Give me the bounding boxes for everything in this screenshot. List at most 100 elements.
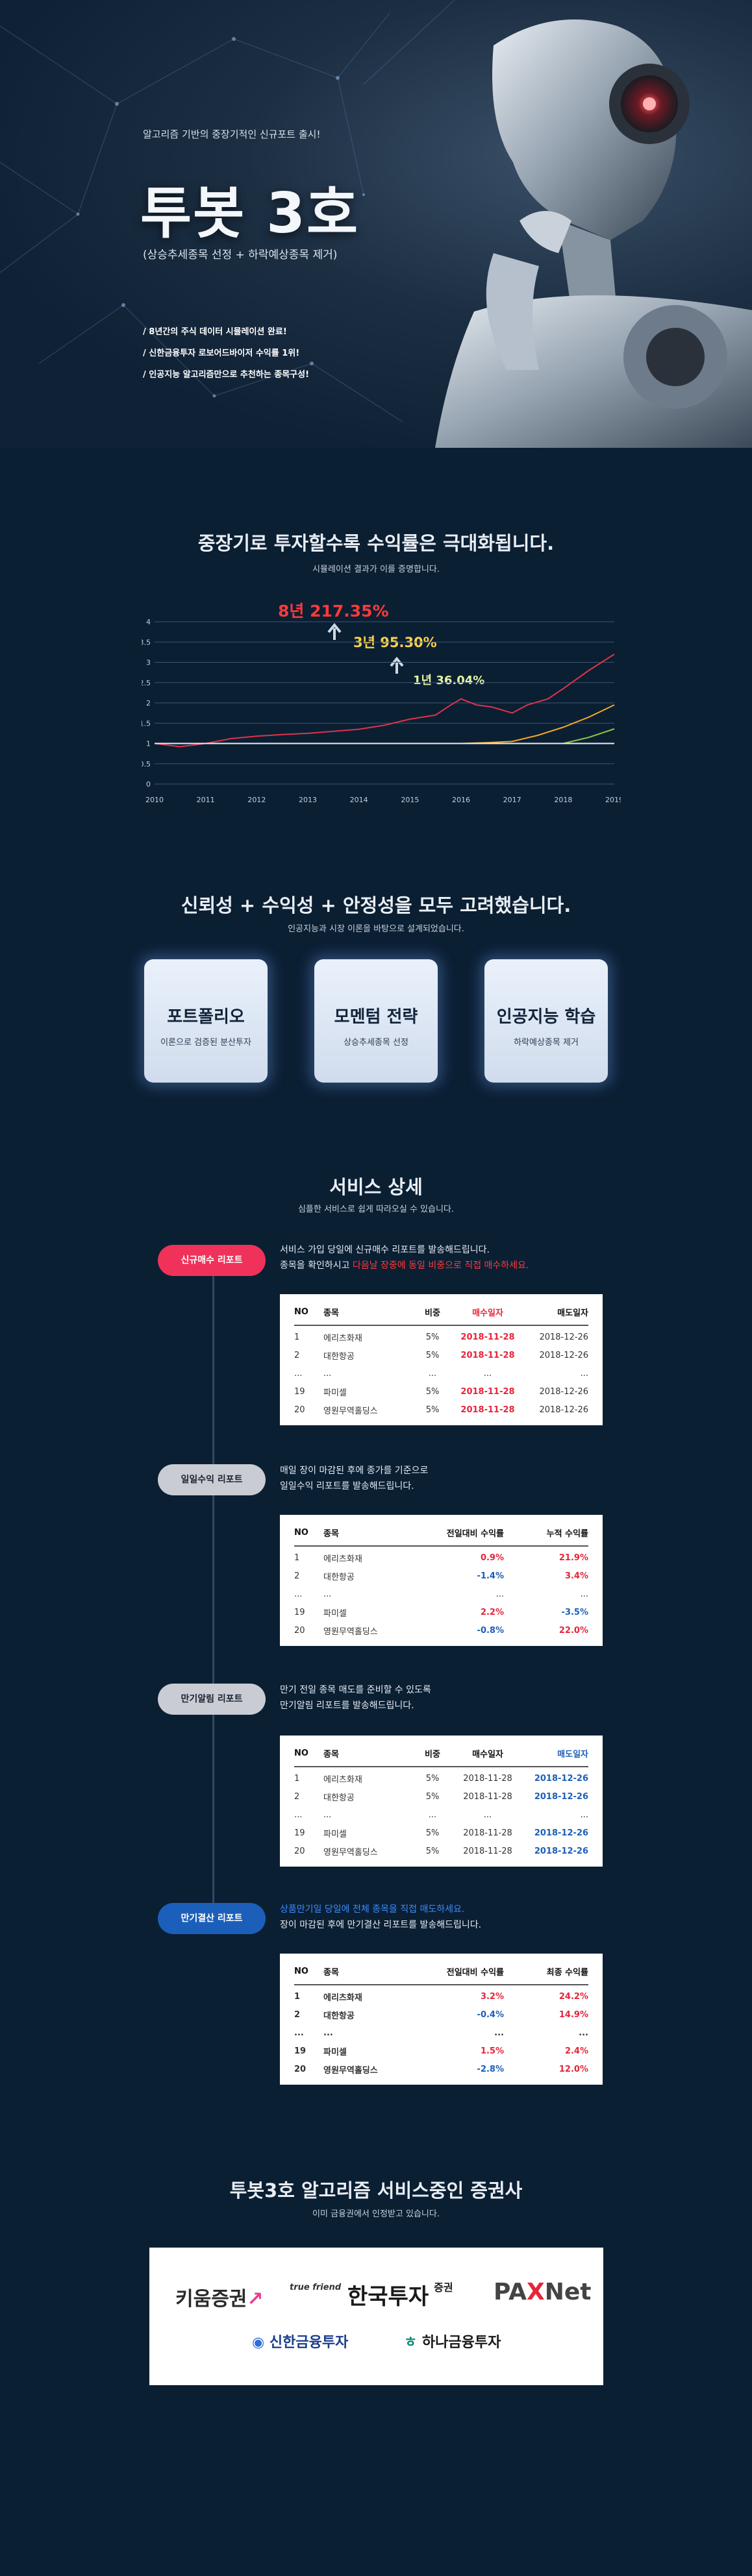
table-row: 1 에리츠화재 3.2% 24.2% (294, 1992, 588, 2003)
table-row: 19 파미셀 2.2% -3.5% (294, 1607, 588, 1619)
table-row: 2 대한항공 -0.4% 14.9% (294, 2009, 588, 2021)
table-header: NO 종목 전일대비 수익률 최종 수익률 (294, 1961, 588, 1985)
series-line (563, 728, 615, 744)
card-title: 인공지능 학습 (496, 1007, 596, 1027)
table-row: 19 파미셀 5% 2018-11-28 2018-12-26 (294, 1828, 588, 1839)
hero-bullet: / 신한금융투자 로보어드바이저 수익률 1위! (143, 349, 300, 358)
paxnet-logo: PAXNet (494, 2279, 592, 2305)
x-tick-label: 2018 (554, 796, 572, 804)
table-row: 20 영원무역홀딩스 -0.8% 22.0% (294, 1625, 588, 1637)
table-header: NO 종목 전일대비 수익률 누적 수익률 (294, 1523, 588, 1547)
step-description: 만기 전일 종목 매도를 준비할 수 있도록 만기알림 리포트를 발송해드립니다… (280, 1685, 431, 1711)
y-tick-label: 3 (146, 659, 151, 667)
step-description: 매일 장이 마감된 후에 종가를 기준으로 일일수익 리포트를 발송해드립니다. (280, 1466, 429, 1491)
x-tick-label: 2015 (401, 796, 419, 804)
table-header: NO 종목 비중 매수일자 매도일자 (294, 1743, 588, 1767)
y-tick-label: 2 (146, 699, 151, 707)
table-row: ............ (294, 1589, 588, 1599)
step-pill-new-buy: 신규매수 리포트 (158, 1245, 266, 1276)
card-title: 포트폴리오 (167, 1007, 245, 1027)
hero-bullet: / 인공지능 알고리즘만으로 추천하는 종목구성! (143, 370, 310, 380)
y-tick-label: 3.5 (142, 638, 151, 646)
y-tick-label: 0.5 (142, 760, 151, 768)
card-desc: 이론으로 검증된 분산투자 (160, 1038, 251, 1048)
card-desc: 하락예상종목 제거 (514, 1038, 579, 1048)
x-tick-label: 2019 (605, 796, 621, 804)
service-subtitle: 심플한 서비스로 쉽게 따라오실 수 있습니다. (297, 1205, 455, 1214)
returns-subtitle: 시뮬레이션 결과가 이를 증명합니다. (312, 565, 440, 574)
step-pill-final-settlement: 만기결산 리포트 (158, 1903, 266, 1934)
hankook-logo: 한국투자 증권 (347, 2281, 453, 2310)
table-row: 2 대한항공 5% 2018-11-28 2018-12-26 (294, 1791, 588, 1803)
table-row: 20 영원무역홀딩스 -2.8% 12.0% (294, 2064, 588, 2076)
y-tick-label: 2.5 (142, 679, 151, 687)
x-tick-label: 2010 (145, 796, 164, 804)
table-row: ............ (294, 2028, 588, 2038)
arrow-icon: ↗ (247, 2288, 264, 2311)
hero-banner: 알고리즘 기반의 중장기적인 신규포트 출시! 투봇 3호 (상승추세종목 선정… (0, 0, 752, 448)
table-row: ............... (294, 1368, 588, 1379)
step-description: 상품만기일 당일에 전체 종목을 직접 매도하세요. 장이 마감된 후에 만기결… (280, 1904, 482, 1930)
y-tick-label: 0 (146, 780, 151, 789)
label-8y: 8년 217.35% (278, 602, 389, 620)
service-timeline (212, 1253, 214, 1928)
card-title: 모멘텀 전략 (334, 1007, 418, 1027)
x-tick-label: 2016 (452, 796, 470, 804)
table-row: 1 에리츠화재 5% 2018-11-28 2018-12-26 (294, 1774, 588, 1785)
card-desc: 상승추세종목 선정 (344, 1038, 408, 1048)
hero-subtitle: 알고리즘 기반의 중장기적인 신규포트 출시! (143, 129, 321, 140)
series-line (460, 704, 615, 744)
step-pill-daily: 일일수익 리포트 (158, 1464, 266, 1495)
hero-bullet: / 8년간의 주식 데이터 시뮬레이션 완료! (143, 327, 287, 337)
returns-title: 중장기로 투자할수록 수익률은 극대화됩니다. (197, 532, 555, 554)
report-table-new-buy: NO 종목 비중 매수일자 매도일자 1 에리츠화재 5% 2018-11-28 201… (280, 1294, 603, 1425)
partners-title: 투봇3호 알고리즘 서비스중인 증권사 (229, 2179, 523, 2202)
table-row: 20 영원무역홀딩스 5% 2018-11-28 2018-12-26 (294, 1405, 588, 1416)
x-tick-label: 2011 (197, 796, 215, 804)
y-tick-label: 1 (146, 740, 151, 748)
robot-illustration (435, 19, 752, 448)
service-title: 서비스 상세 (329, 1176, 423, 1198)
hero-bullet-list: / 8년간의 주식 데이터 시뮬레이션 완료! / 신한금융투자 로보어드바이저… (143, 325, 309, 389)
x-tick-label: 2017 (503, 796, 521, 804)
label-1y: 1년 36.04% (413, 674, 485, 687)
table-row: 20 영원무역홀딩스 5% 2018-11-28 2018-12-26 (294, 1846, 588, 1858)
partners-subtitle: 이미 금융권에서 인정받고 있습니다. (312, 2209, 440, 2219)
shinhan-symbol-icon: ◉ (252, 2335, 265, 2351)
y-tick-label: 1.5 (142, 719, 151, 728)
x-tick-label: 2014 (350, 796, 368, 804)
report-table-expiry-alert: NO 종목 비중 매수일자 매도일자 1 에리츠화재 5% 2018-11-28 201… (280, 1736, 603, 1867)
arrow-icon (327, 622, 342, 640)
table-row: 2 대한항공 5% 2018-11-28 2018-12-26 (294, 1350, 588, 1362)
feature-card-momentum: 모멘텀 전략 상승추세종목 선정 (314, 959, 438, 1083)
features-subtitle: 인공지능과 시장 이론을 바탕으로 설계되었습니다. (288, 924, 464, 934)
series-line (154, 654, 615, 748)
hana-logo: ㅎ 하나금융투자 (404, 2335, 501, 2351)
network-background (0, 0, 455, 423)
hana-symbol-icon: ㅎ (404, 2335, 418, 2351)
table-row: ............... (294, 1809, 588, 1820)
label-3y: 3년 95.30% (353, 635, 437, 650)
truefriend-logo: true friend (290, 2283, 342, 2292)
kiwoom-logo: 키움증권↗ (175, 2288, 264, 2311)
y-tick-label: 4 (146, 618, 151, 626)
table-row: 2 대한항공 -1.4% 3.4% (294, 1571, 588, 1582)
shinhan-logo: ◉ 신한금융투자 (252, 2335, 349, 2351)
feature-card-portfolio: 포트폴리오 이론으로 검증된 분산투자 (144, 959, 268, 1083)
step-pill-expiry-alert: 만기알림 리포트 (158, 1684, 266, 1715)
table-row: 19 파미셀 1.5% 2.4% (294, 2046, 588, 2057)
step-description: 서비스 가입 당일에 신규매수 리포트를 발송해드립니다. 종목을 확인하시고 … (280, 1245, 529, 1271)
table-row: 19 파미셀 5% 2018-11-28 2018-12-26 (294, 1386, 588, 1398)
arrow-icon (390, 656, 404, 674)
features-title: 신뢰성 + 수익성 + 안정성을 모두 고려했습니다. (181, 894, 571, 916)
x-tick-label: 2012 (247, 796, 266, 804)
partners-logo-box: 키움증권↗ true friend 한국투자 증권 PAXNet ◉ 신한금융투자… (149, 2248, 603, 2385)
table-header: NO 종목 비중 매수일자 매도일자 (294, 1302, 588, 1326)
hero-description: (상승추세종목 선정 + 하락예상종목 제거) (143, 249, 338, 262)
table-row: 1 에리츠화재 0.9% 21.9% (294, 1553, 588, 1564)
hero-title: 투봇 3호 (140, 181, 360, 246)
x-tick-label: 2013 (299, 796, 317, 804)
